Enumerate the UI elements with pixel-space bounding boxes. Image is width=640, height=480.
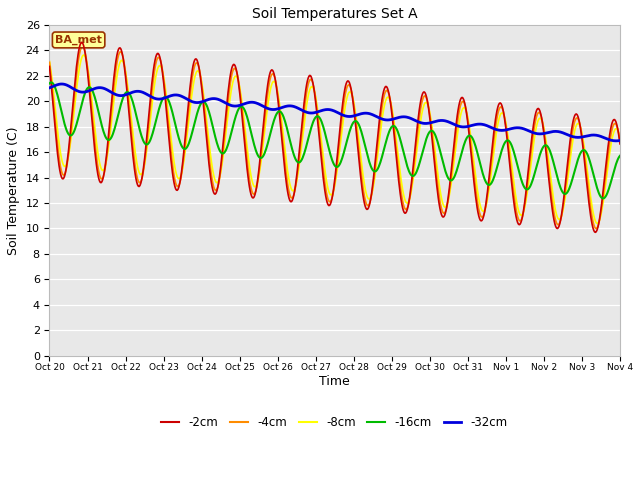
X-axis label: Time: Time <box>319 375 350 388</box>
Y-axis label: Soil Temperature (C): Soil Temperature (C) <box>7 126 20 254</box>
Legend: -2cm, -4cm, -8cm, -16cm, -32cm: -2cm, -4cm, -8cm, -16cm, -32cm <box>157 411 513 433</box>
Title: Soil Temperatures Set A: Soil Temperatures Set A <box>252 7 417 21</box>
Text: BA_met: BA_met <box>55 35 102 45</box>
